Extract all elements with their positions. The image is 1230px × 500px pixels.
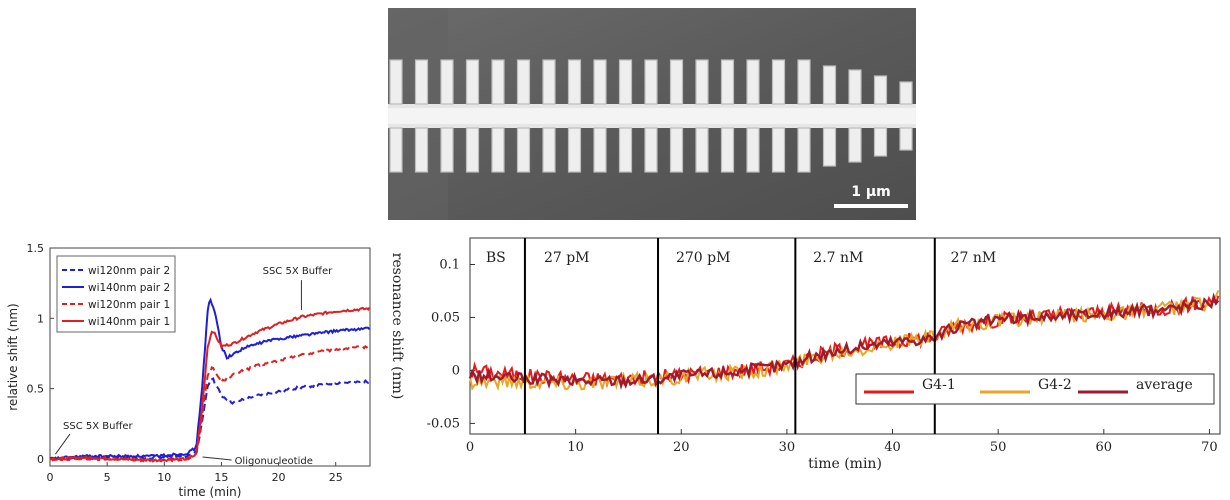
sem-micrograph: 1 µm: [388, 8, 916, 220]
scale-bar-label: 1 µm: [851, 184, 891, 200]
left-x-axis-label: time (min): [179, 485, 242, 499]
right-phase-label: BS: [486, 250, 506, 266]
left-x-tick-label: 15: [214, 471, 228, 484]
left-annotation: SSC 5X Buffer: [263, 266, 333, 277]
left-x-tick-label: 10: [157, 471, 171, 484]
right-legend-label: average: [1136, 377, 1193, 393]
left-series-line: [49, 297, 371, 461]
right-legend-label: G4-2: [1038, 377, 1072, 393]
left-legend-label: wi120nm pair 2: [88, 265, 170, 277]
right-legend: G4-1 G4-2 average: [855, 373, 1215, 405]
scale-bar: [834, 204, 908, 208]
left-legend-label: wi140nm pair 1: [88, 316, 170, 328]
left-series-line: [50, 306, 371, 463]
right-x-tick-label: 10: [567, 440, 584, 455]
left-legend-box: [56, 255, 176, 333]
right-x-tick-label: 70: [1201, 440, 1218, 455]
left-plot-frame: [49, 247, 371, 467]
left-series-line: [49, 377, 370, 461]
left-x-tick-label: 5: [104, 471, 111, 484]
left-annotation: Oligonucleotide: [235, 456, 313, 467]
right-x-tick-label: 40: [884, 440, 901, 455]
right-y-tick-label: 0: [452, 363, 460, 378]
right-legend-box: [855, 373, 1215, 405]
right-x-tick-label: 20: [673, 440, 690, 455]
left-legend-label: wi120nm pair 1: [88, 299, 170, 311]
left-x-tick-label: 0: [47, 471, 54, 484]
right-series-line: [469, 295, 1220, 389]
right-chart: 0 10 20 30 40 50 60 70 -0.05 0 0.05 0.1 time (min) re…: [389, 237, 1221, 472]
right-y-tick-label: 0.1: [439, 257, 460, 272]
right-plot-frame: [469, 237, 1221, 435]
right-x-tick-label: 50: [990, 440, 1007, 455]
right-phase-label: 27 pM: [544, 250, 590, 266]
left-y-tick-label: 0: [37, 453, 44, 466]
left-y-axis-label: relative shift (nm): [6, 303, 20, 410]
left-x-tick-label: 20: [272, 471, 286, 484]
right-x-tick-label: 0: [466, 440, 474, 455]
right-x-axis-label: time (min): [808, 456, 882, 472]
right-x-tick-label: 60: [1096, 440, 1113, 455]
right-legend-label: G4-1: [922, 377, 956, 393]
left-chart: 0 5 10 15 20 25 0 0.5 1 1.5 time (min) relative shi…: [6, 242, 371, 499]
right-y-tick-label: -0.05: [427, 416, 460, 431]
left-annotation-arrow: [55, 433, 71, 455]
right-phase-label: 2.7 nM: [813, 250, 863, 266]
right-phase-label: 27 nM: [951, 250, 997, 266]
left-series-line: [49, 344, 371, 463]
right-phase-label: 270 pM: [676, 250, 730, 266]
left-legend-label: wi140nm pair 2: [88, 282, 170, 294]
left-annotation: SSC 5X Buffer: [63, 421, 133, 432]
left-y-tick-label: 0.5: [27, 383, 45, 396]
right-x-tick-label: 30: [779, 440, 796, 455]
left-annotation-arrow: [202, 456, 232, 461]
left-y-tick-label: 1.5: [27, 242, 45, 255]
right-y-axis-label: resonance shift (nm): [389, 253, 405, 400]
left-legend: wi120nm pair 2 wi140nm pair 2 wi120nm pair…: [56, 255, 176, 333]
right-y-tick-label: 0.05: [431, 310, 460, 325]
right-series-line: [468, 292, 1220, 391]
left-y-tick-label: 1: [37, 312, 44, 325]
left-x-tick-label: 25: [329, 471, 343, 484]
